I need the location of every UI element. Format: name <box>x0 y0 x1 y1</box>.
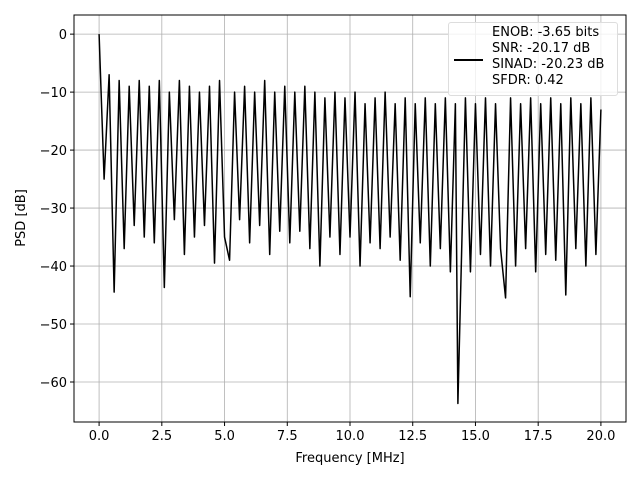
y-tick-label: −20 <box>40 144 67 159</box>
y-tick-label: −30 <box>40 202 67 217</box>
y-tick-label: −10 <box>40 86 67 101</box>
y-tick-label: −40 <box>40 260 67 275</box>
data-line <box>98 34 602 405</box>
x-tick-label: 0.0 <box>89 429 110 444</box>
x-tick-label: 5.0 <box>214 429 235 444</box>
x-tick-label: 7.5 <box>277 429 298 444</box>
x-tick-label: 10.0 <box>336 429 365 444</box>
legend: ENOB: -3.65 bits SNR: -20.17 dB SINAD: -… <box>448 22 618 96</box>
x-tick-label: 20.0 <box>586 429 615 444</box>
y-axis-label: PSD [dB] <box>14 189 29 247</box>
plot <box>98 34 602 405</box>
legend-swatch <box>454 59 483 61</box>
x-tick-label: 17.5 <box>524 429 553 444</box>
x-axis-label: Frequency [MHz] <box>295 451 404 466</box>
y-tick-label: −60 <box>40 376 67 391</box>
x-tick-label: 15.0 <box>461 429 490 444</box>
x-tick-label: 2.5 <box>151 429 172 444</box>
ticks: 0.0 2.5 5.0 7.5 10.0 12.5 15.0 17.5 20.0 −60 −50 −4… <box>40 28 616 444</box>
legend-label: ENOB: -3.65 bits SNR: -20.17 dB SINAD: -… <box>492 25 605 88</box>
x-tick-label: 12.5 <box>398 429 427 444</box>
y-tick-label: 0 <box>59 28 67 43</box>
y-tick-label: −50 <box>40 318 67 333</box>
